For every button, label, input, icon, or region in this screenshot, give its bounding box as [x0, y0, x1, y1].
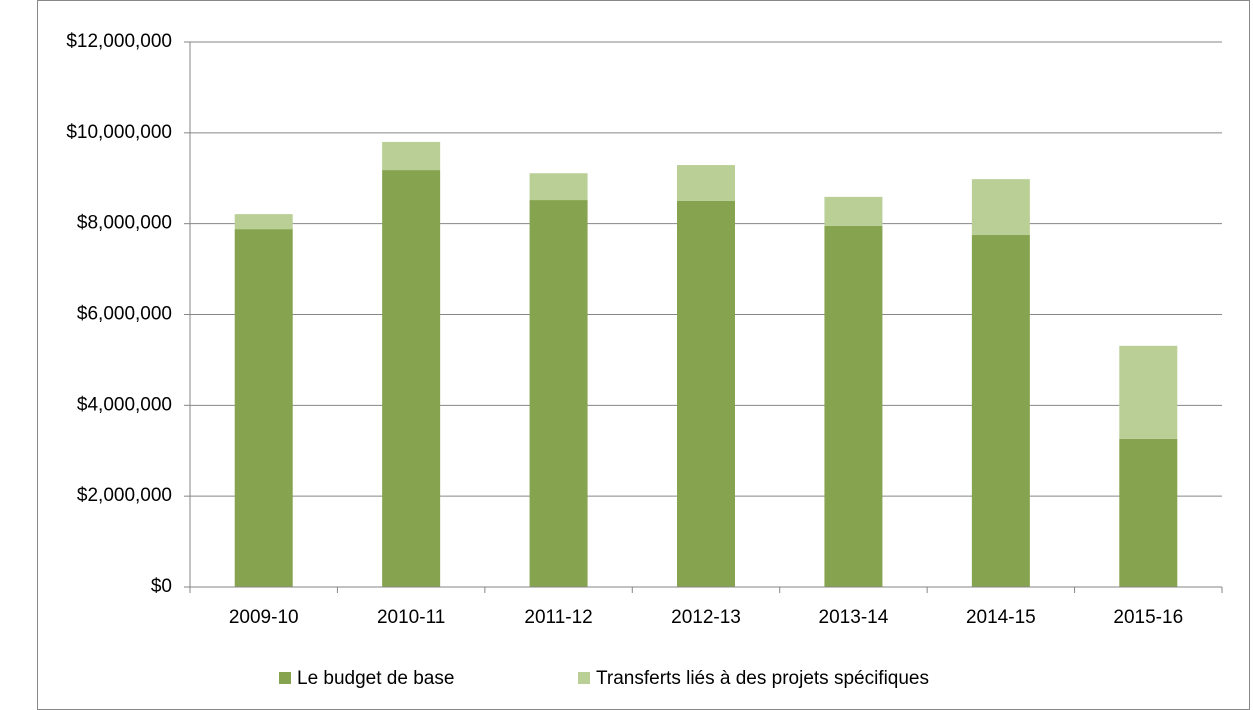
legend-swatch [279, 672, 291, 684]
x-tick-label: 2014-15 [966, 607, 1036, 628]
bar-segment [824, 196, 883, 226]
bar-segment [529, 200, 588, 588]
bar-segment [677, 200, 735, 588]
y-tick-label: $6,000,000 [77, 304, 172, 325]
bar-segment [529, 173, 588, 201]
y-tick-label: $8,000,000 [77, 213, 172, 234]
legend-label: Transferts liés à des projets spécifique… [596, 668, 929, 689]
bar-segment [971, 179, 1030, 236]
bar-segment [382, 170, 441, 587]
bar-segment [234, 229, 293, 587]
bar-segment [1119, 345, 1178, 439]
x-tick-label: 2013-14 [819, 607, 889, 628]
x-tick-label: 2009-10 [229, 607, 299, 628]
bar-segment [234, 214, 293, 230]
chart-border [37, 0, 1250, 710]
x-tick-label: 2012-13 [671, 607, 741, 628]
bar-segment [824, 225, 883, 587]
x-tick-label: 2015-16 [1113, 607, 1183, 628]
y-tick-label: $0 [151, 576, 172, 597]
y-tick-label: $10,000,000 [66, 122, 172, 143]
legend-swatch [578, 672, 590, 684]
y-tick-label: $12,000,000 [66, 31, 172, 52]
bar-segment [1119, 438, 1178, 587]
bar-segment [971, 235, 1030, 588]
legend-label: Le budget de base [297, 668, 454, 689]
bar-segment [382, 141, 441, 171]
x-tick-label: 2011-12 [524, 607, 592, 628]
bar-segment [677, 165, 735, 201]
y-tick-label: $4,000,000 [77, 394, 172, 415]
y-tick-label: $2,000,000 [77, 485, 172, 506]
x-tick-label: 2010-11 [377, 607, 445, 628]
